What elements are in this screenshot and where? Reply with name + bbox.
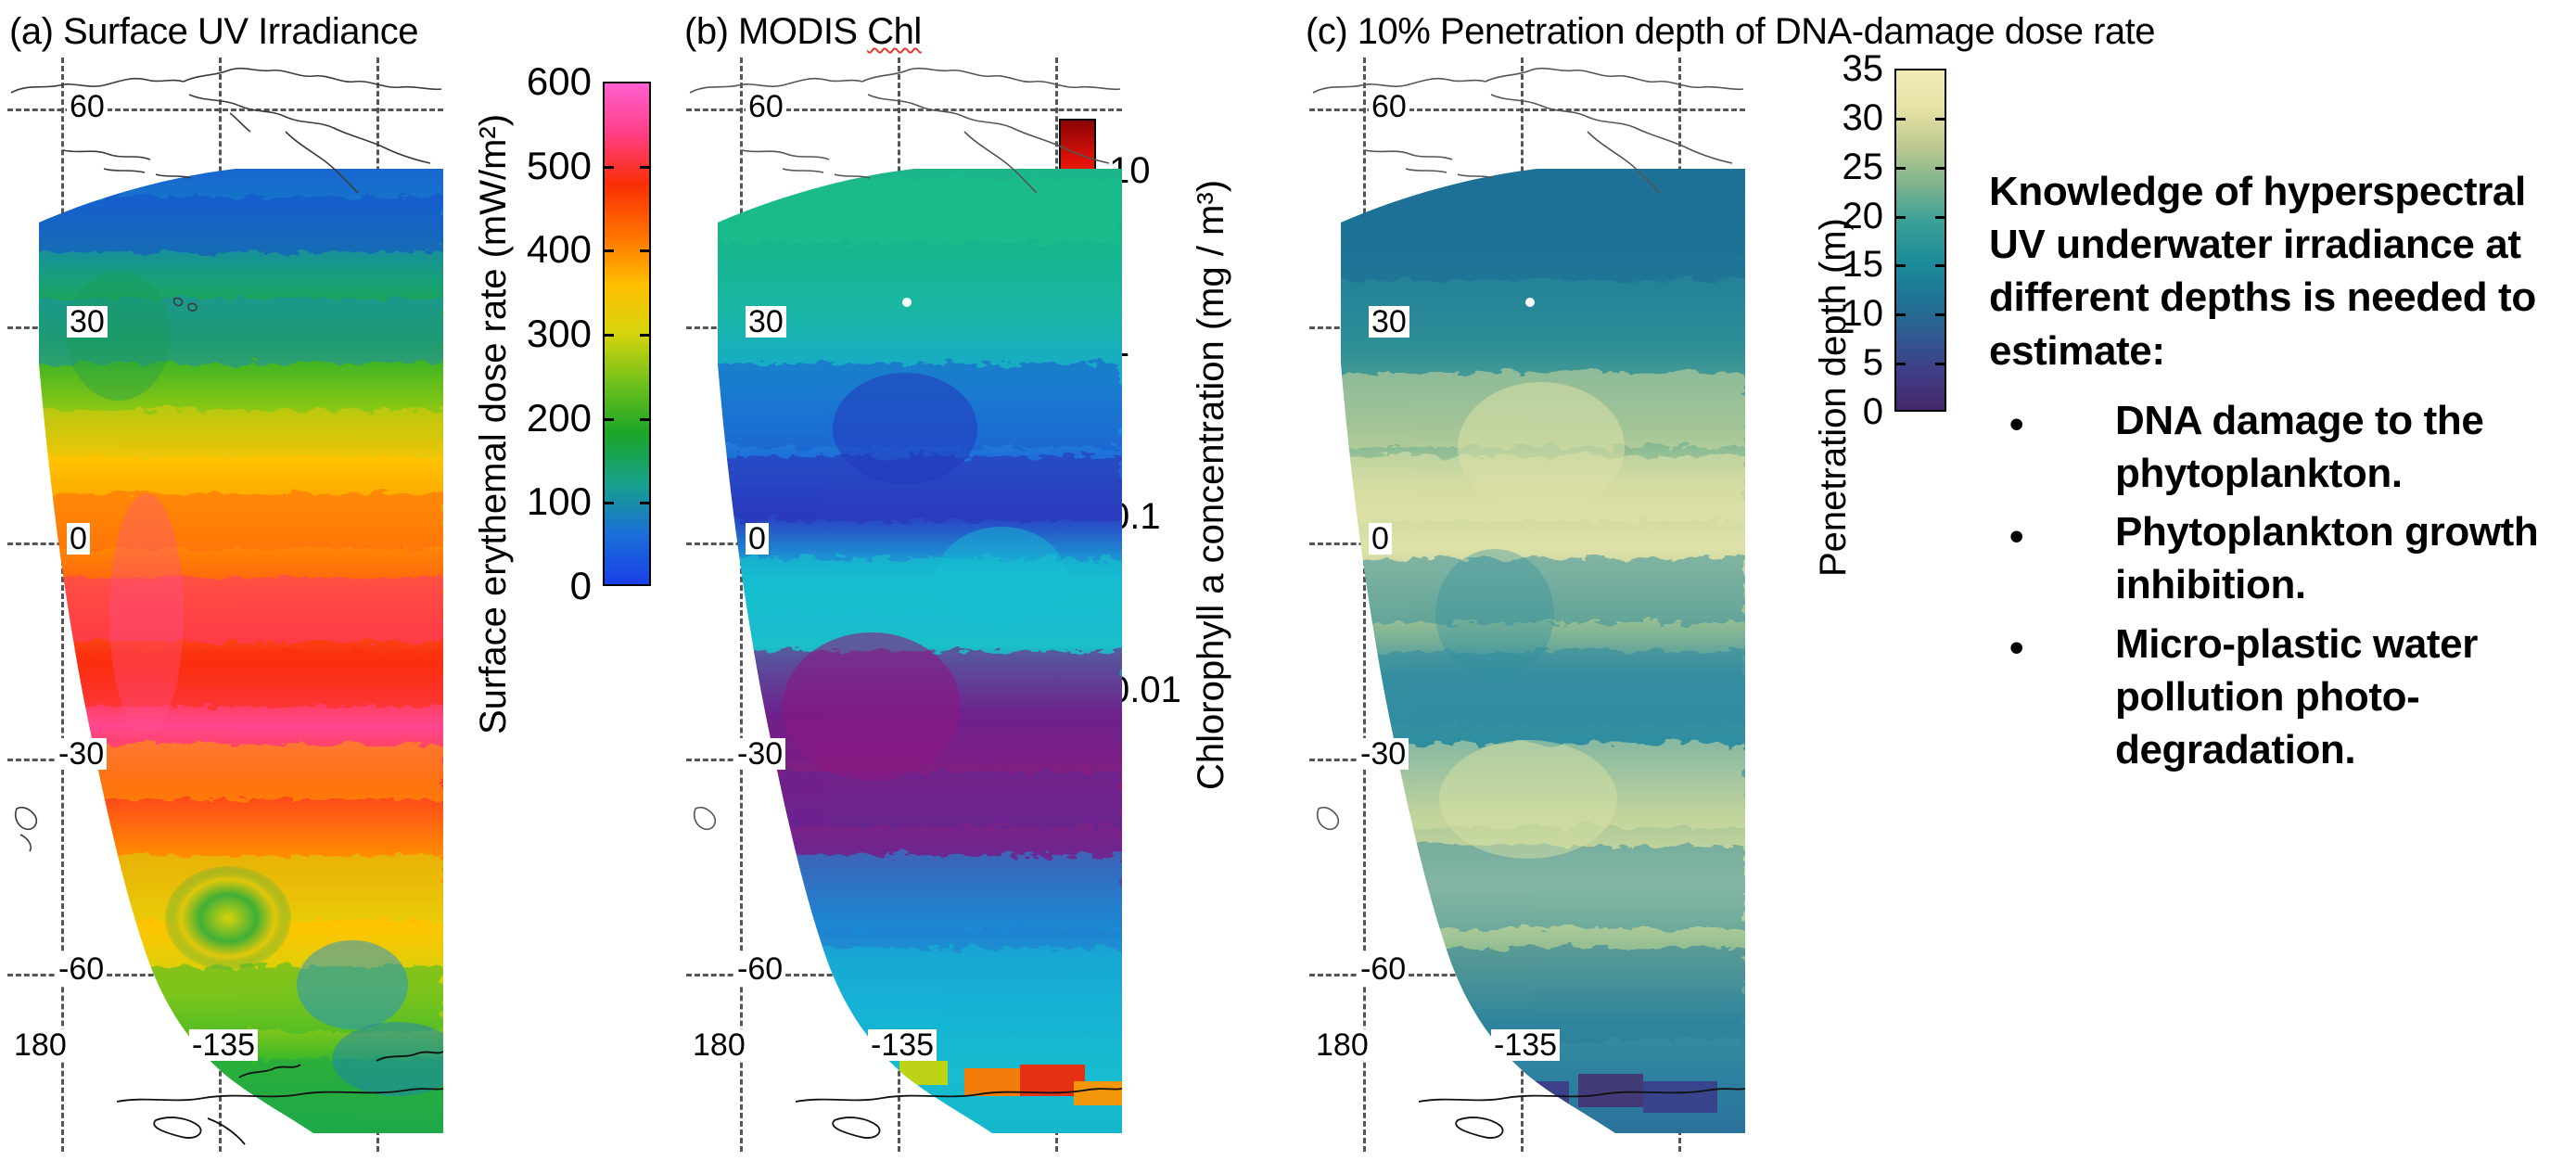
bullet-dot-icon: • [2009,624,2024,670]
colorbar-tick [640,334,651,337]
map-panel-a[interactable]: 60 30 0 -30 -60 180 -135 [7,57,443,1152]
colorbar-tick [1894,117,1906,121]
summary-bullet-item: • DNA damage to the phytoplankton. [1989,394,2569,500]
colorbar-tick-label: 20 [1842,195,1884,236]
lat-label-30-b: 30 [746,306,786,338]
colorbar-tick [603,249,614,253]
lat-label-m60-b: -60 [734,953,786,985]
colorbar-tick [1935,313,1946,317]
lat-label-m30: -30 [56,738,108,770]
spellcheck-underline: Chl [867,11,922,52]
lon-label-180: 180 [11,1029,70,1061]
colorbar-tick [603,334,614,337]
colorbar-tick [1894,363,1906,366]
colorbar-tick-label: 0 [569,564,592,607]
summary-bullet-list: • DNA damage to the phytoplankton. • Phytop… [1989,394,2569,776]
lat-label-m60-c: -60 [1358,953,1409,985]
colorbar-tick-label: 100 [526,479,592,524]
colorbar-tick-label: 600 [526,59,592,103]
colorbar-tick-label: 5 [1862,342,1883,384]
colorbar-tick [1935,363,1946,366]
summary-text-block: Knowledge of hyperspectral UV underwater… [1989,165,2569,782]
lat-label-30: 30 [67,306,108,338]
panel-a-title: (a) Surface UV Irradiance [9,11,419,52]
summary-bullet-item: • Micro-plastic water pollution photo-deg… [1989,618,2569,777]
colorbar-tick [640,502,651,505]
lat-label-60-b: 60 [746,91,786,122]
colorbar-tick-label: 25 [1842,146,1884,187]
colorbar-tick [603,502,614,505]
colorbar-c: Penetration depth (m) 35 30 25 20 15 10 5 0 [1748,50,1980,799]
colorbar-tick [640,417,651,421]
data-swath-c [1309,57,1745,1152]
bullet-dot-icon: • [2009,402,2024,448]
lat-label-0: 0 [67,523,90,555]
summary-lead-text: Knowledge of hyperspectral UV underwater… [1989,169,2536,374]
lat-label-0-c: 0 [1369,523,1392,555]
colorbar-tick-label: 200 [526,395,592,440]
summary-bullet-text: DNA damage to the phytoplankton. [2115,397,2484,496]
data-swath-b [686,57,1122,1152]
summary-bullet-item: • Phytoplankton growth inhibition. [1989,505,2569,611]
lat-label-m30-b: -30 [734,738,786,770]
summary-bullet-text: Micro-plastic water pollution photo-degr… [2115,620,2478,772]
lat-label-60-c: 60 [1369,91,1409,122]
colorbar-tick [1935,166,1946,170]
colorbar-tick-label: 30 [1842,96,1884,138]
colorbar-tick [1894,313,1906,317]
colorbar-tick [1894,264,1906,268]
panel-b-title-text: (b) MODIS Chl [684,11,922,52]
colorbar-tick-label: 15 [1842,244,1884,286]
colorbar-tick-label: 35 [1842,48,1884,89]
panel-c-title: (c) 10% Penetration depth of DNA-damage … [1306,11,2156,52]
summary-bullet-text: Phytoplankton growth inhibition. [2115,509,2539,608]
colorbar-tick [603,417,614,421]
lon-label-m135-b: -135 [868,1029,937,1061]
colorbar-tick-label: 500 [526,143,592,187]
gridline-lon-180-b [740,57,743,1152]
colorbar-c-gradient [1894,69,1946,412]
lon-label-180-b: 180 [690,1029,748,1061]
gridline-lon-180-c [1363,57,1366,1152]
lon-label-180-c: 180 [1313,1029,1371,1061]
gridline-lon-180 [61,57,64,1152]
colorbar-tick [640,249,651,253]
colorbar-tick [1894,215,1906,219]
colorbar-tick [1894,166,1906,170]
colorbar-b-axis-title: Chlorophyll a concentration (mg / m³) [1191,179,1231,790]
colorbar-tick [640,165,651,169]
map-panel-b[interactable]: 60 30 0 -30 -60 180 -135 [686,57,1122,1152]
lat-label-30-c: 30 [1369,306,1409,338]
colorbar-tick-label: 300 [526,312,592,355]
lat-label-m30-c: -30 [1358,738,1409,770]
colorbar-tick [1935,264,1946,268]
lat-label-m60: -60 [56,953,108,985]
lat-label-60: 60 [67,91,108,122]
colorbar-tick [603,165,614,169]
lat-label-0-b: 0 [746,523,769,555]
map-panel-c[interactable]: 60 30 0 -30 -60 180 -135 [1309,57,1745,1152]
colorbar-tick [1935,117,1946,121]
data-swath-a [7,57,443,1152]
panel-b-title: (b) MODIS Chl [684,13,922,50]
colorbar-tick-label: 10 [1842,293,1884,335]
lon-label-m135: -135 [189,1029,259,1061]
colorbar-tick [1935,215,1946,219]
bullet-dot-icon: • [2009,513,2024,559]
lon-label-m135-c: -135 [1491,1029,1561,1061]
colorbar-a: Surface erythemal dose rate (mW/m²) 600 5… [443,57,686,799]
colorbar-tick-label: 0 [1862,391,1883,432]
colorbar-tick-label: 400 [526,227,592,272]
